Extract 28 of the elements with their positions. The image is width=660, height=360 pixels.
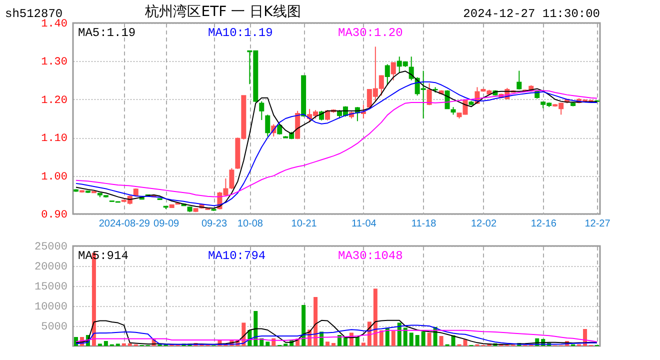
- x-tick-label: 10-08: [237, 218, 264, 230]
- x-tick-label: 2024-08-29: [98, 218, 150, 230]
- text: MA10:1.19: [208, 26, 273, 40]
- y-tick-label: 20000: [34, 262, 68, 274]
- x-tick-label: 12-02: [470, 218, 497, 230]
- text: MA30:1.20: [338, 26, 403, 40]
- y-tick-label: 1.30: [41, 56, 68, 69]
- x-tick-label: 12-27: [584, 218, 611, 230]
- y-tick-label: 5000: [41, 322, 68, 334]
- y-tick-label: 10000: [34, 302, 68, 314]
- x-tick-label: 09-23: [201, 218, 228, 230]
- text: MA30:1048: [338, 249, 403, 263]
- y-tick-label: 1.10: [41, 133, 68, 146]
- y-tick-label: 1.40: [41, 18, 68, 30]
- y-tick-label: 25000: [34, 242, 68, 254]
- text: 2024-12-27 11:30:00: [463, 7, 600, 21]
- x-tick-label: 11-04: [352, 218, 377, 230]
- x-tick-label: 11-18: [411, 218, 437, 230]
- y-tick-label: 1.00: [41, 171, 68, 184]
- x-tick-label: 12-16: [530, 218, 557, 230]
- chart-title: 杭州湾区ETF 一 日K线图: [144, 4, 301, 20]
- y-tick-label: 15000: [34, 282, 68, 294]
- text: MA5:1.19: [78, 26, 136, 40]
- x-tick-label: 09-09: [154, 218, 180, 230]
- x-tick-label: 10-21: [291, 218, 318, 230]
- y-tick-label: 0.90: [41, 210, 68, 222]
- text: MA10:794: [208, 249, 266, 263]
- y-tick-label: 1.20: [41, 94, 68, 107]
